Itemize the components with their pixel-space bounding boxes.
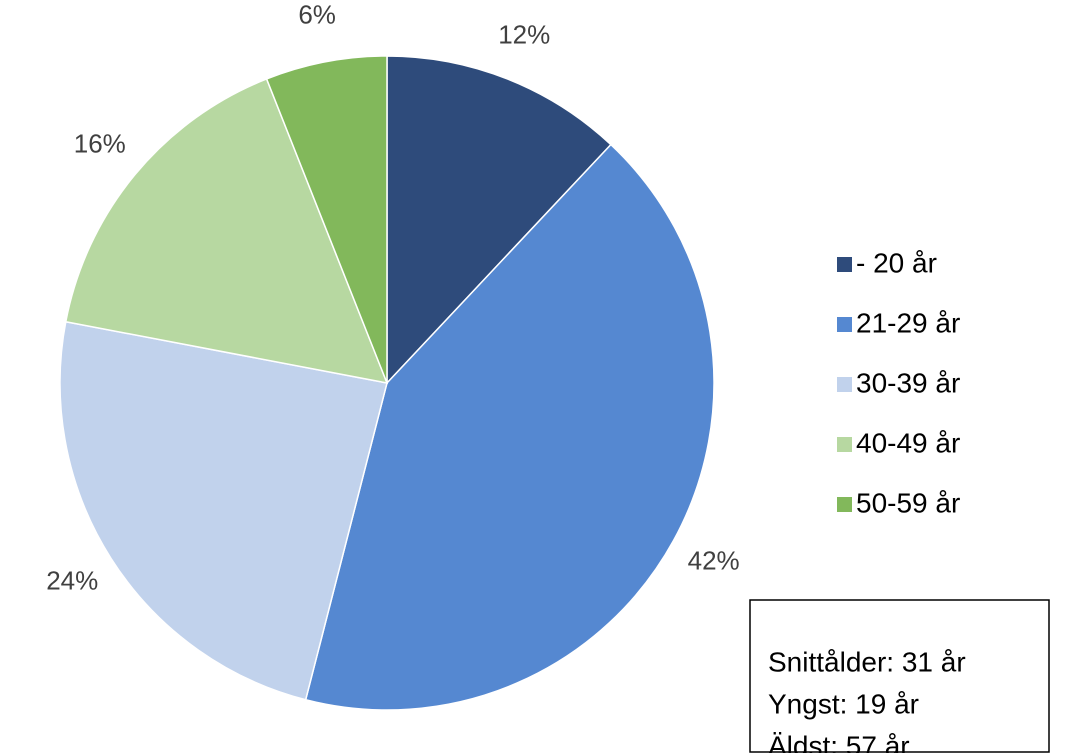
annotation: Äldst: 57 år [768, 730, 910, 753]
data-label: 24% [46, 566, 98, 596]
pie-slice [59, 320, 388, 701]
annotation-box [749, 599, 1050, 753]
legend-swatch [837, 257, 852, 272]
legend-label: 50-59 år [856, 487, 960, 518]
pie-slice [304, 143, 715, 711]
data-label: 12% [498, 19, 550, 49]
legend-label: - 20 år [856, 247, 937, 278]
legend-label: 30-39 år [856, 367, 960, 398]
pie-slice [64, 77, 389, 384]
annotation: Snittålder: 31 år [768, 646, 966, 677]
data-label: 6% [298, 0, 336, 30]
legend-swatch [837, 497, 852, 512]
legend-swatch [837, 317, 852, 332]
legend-swatch [837, 437, 852, 452]
legend-label: 40-49 år [856, 427, 960, 458]
pie-slice [386, 55, 612, 385]
pie-slice [265, 55, 388, 384]
data-label: 16% [74, 128, 126, 158]
legend-swatch [837, 377, 852, 392]
data-label: 42% [688, 545, 740, 575]
legend-label: 21-29 år [856, 307, 960, 338]
annotation: Yngst: 19 år [768, 688, 919, 719]
